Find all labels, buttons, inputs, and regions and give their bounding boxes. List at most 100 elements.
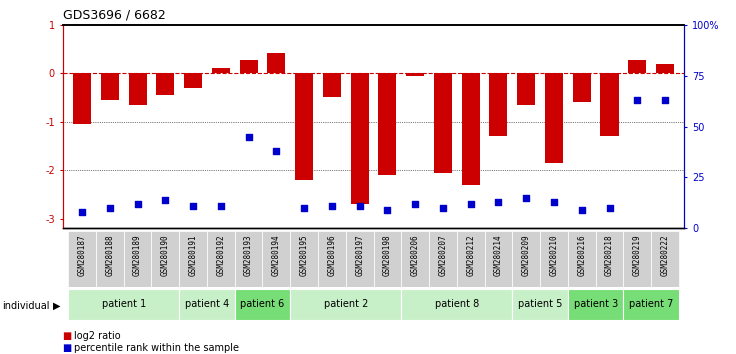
Text: GDS3696 / 6682: GDS3696 / 6682 <box>63 9 166 22</box>
Text: GSM280188: GSM280188 <box>105 234 114 276</box>
Text: GSM280209: GSM280209 <box>522 234 531 276</box>
Bar <box>68 289 179 320</box>
Bar <box>96 231 124 287</box>
Point <box>576 207 587 213</box>
Bar <box>540 231 568 287</box>
Point <box>270 148 282 154</box>
Bar <box>235 231 263 287</box>
Bar <box>68 231 96 287</box>
Bar <box>156 73 174 95</box>
Bar <box>429 231 457 287</box>
Bar <box>406 73 424 76</box>
Bar <box>323 73 341 97</box>
Text: GSM280196: GSM280196 <box>328 234 336 276</box>
Text: patient 3: patient 3 <box>573 299 618 309</box>
Point <box>659 97 671 103</box>
Bar <box>484 231 512 287</box>
Text: log2 ratio: log2 ratio <box>74 331 120 341</box>
Bar <box>318 231 346 287</box>
Text: GSM280214: GSM280214 <box>494 234 503 276</box>
Point <box>437 205 449 211</box>
Bar <box>401 231 429 287</box>
Bar <box>651 231 679 287</box>
Bar <box>457 231 484 287</box>
Text: GSM280222: GSM280222 <box>660 234 670 276</box>
Text: GSM280192: GSM280192 <box>216 234 225 276</box>
Bar <box>656 64 674 73</box>
Text: individual: individual <box>2 301 50 311</box>
Bar <box>290 289 401 320</box>
Text: GSM280212: GSM280212 <box>466 234 475 276</box>
Text: GSM280218: GSM280218 <box>605 234 614 276</box>
Bar <box>517 73 535 105</box>
Text: GSM280197: GSM280197 <box>355 234 364 276</box>
Text: GSM280189: GSM280189 <box>133 234 142 276</box>
Point <box>465 201 477 207</box>
Point <box>548 199 560 205</box>
Bar <box>461 73 480 185</box>
Point <box>215 203 227 209</box>
Text: percentile rank within the sample: percentile rank within the sample <box>74 343 238 353</box>
Text: GSM280190: GSM280190 <box>160 234 170 276</box>
Text: patient 5: patient 5 <box>518 299 562 309</box>
Bar <box>595 231 623 287</box>
Bar <box>235 289 290 320</box>
Text: GSM280194: GSM280194 <box>272 234 281 276</box>
Text: GSM280193: GSM280193 <box>244 234 253 276</box>
Bar <box>101 73 118 100</box>
Bar <box>568 289 623 320</box>
Text: patient 1: patient 1 <box>102 299 146 309</box>
Bar <box>601 73 618 136</box>
Text: patient 7: patient 7 <box>629 299 673 309</box>
Bar <box>350 73 369 204</box>
Bar <box>489 73 508 136</box>
Bar <box>124 231 152 287</box>
Bar <box>263 231 290 287</box>
Point <box>187 203 199 209</box>
Bar <box>346 231 373 287</box>
Bar <box>434 73 452 173</box>
Bar <box>152 231 179 287</box>
Bar <box>401 289 512 320</box>
Bar <box>512 231 540 287</box>
Text: patient 2: patient 2 <box>324 299 368 309</box>
Bar <box>623 289 679 320</box>
Text: GSM280206: GSM280206 <box>411 234 420 276</box>
Bar <box>629 60 646 73</box>
Bar <box>179 289 235 320</box>
Bar <box>623 231 651 287</box>
Point <box>160 197 171 202</box>
Bar <box>378 73 397 175</box>
Point <box>604 205 615 211</box>
Bar <box>512 289 568 320</box>
Point <box>631 97 643 103</box>
Point <box>520 195 532 201</box>
Point <box>243 134 255 139</box>
Bar <box>239 60 258 73</box>
Point <box>132 201 144 207</box>
Bar <box>295 73 313 180</box>
Text: GSM280198: GSM280198 <box>383 234 392 276</box>
Bar <box>568 231 595 287</box>
Text: GSM280219: GSM280219 <box>633 234 642 276</box>
Point <box>104 205 116 211</box>
Text: ■: ■ <box>63 343 72 353</box>
Point <box>354 203 366 209</box>
Bar <box>207 231 235 287</box>
Bar <box>545 73 563 163</box>
Point <box>492 199 504 205</box>
Bar <box>573 73 591 102</box>
Point <box>76 209 88 215</box>
Text: GSM280207: GSM280207 <box>439 234 447 276</box>
Text: patient 6: patient 6 <box>241 299 285 309</box>
Point <box>298 205 310 211</box>
Bar <box>129 73 146 105</box>
Bar <box>373 231 401 287</box>
Text: GSM280191: GSM280191 <box>188 234 197 276</box>
Bar <box>290 231 318 287</box>
Text: GSM280195: GSM280195 <box>300 234 308 276</box>
Bar <box>184 73 202 88</box>
Text: patient 4: patient 4 <box>185 299 229 309</box>
Text: patient 8: patient 8 <box>435 299 479 309</box>
Text: GSM280216: GSM280216 <box>577 234 587 276</box>
